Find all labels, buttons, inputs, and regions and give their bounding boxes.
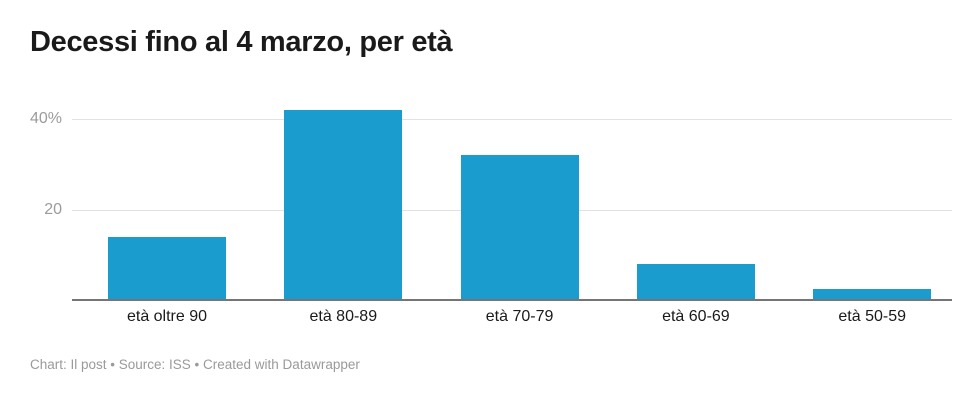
gridline-40 bbox=[72, 119, 952, 120]
bar-et-80-89[interactable] bbox=[284, 109, 403, 300]
bar-et-oltre-90[interactable] bbox=[108, 236, 226, 300]
y-axis-tick-label: 20 bbox=[44, 200, 62, 218]
bar-et-50-59[interactable] bbox=[813, 288, 932, 300]
x-axis-label-et-70-79: età 70-79 bbox=[485, 308, 554, 325]
x-axis-label-et-60-69: età 60-69 bbox=[662, 308, 730, 325]
bar-et-70-79[interactable] bbox=[460, 155, 579, 300]
x-axis-label-et-50-59: età 50-59 bbox=[838, 308, 906, 325]
bar-et-60-69[interactable] bbox=[636, 263, 755, 300]
y-axis-tick-label: 40% bbox=[29, 110, 62, 127]
chart-title: Decessi fino al 4 marzo, per età bbox=[30, 26, 453, 58]
footer-attribution: Chart: Il post • Source: ISS • Created w… bbox=[30, 357, 360, 372]
x-axis-baseline bbox=[72, 299, 952, 301]
x-axis-label-et-80-89: età 80-89 bbox=[309, 308, 378, 325]
x-axis-label-et-oltre-90: età oltre 90 bbox=[126, 308, 208, 325]
